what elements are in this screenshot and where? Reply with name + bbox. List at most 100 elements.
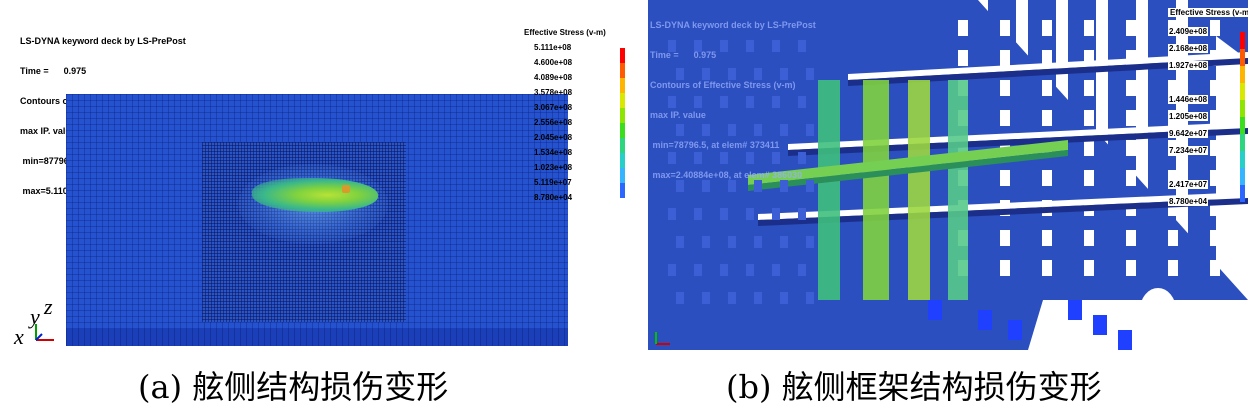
legend-swatch [1240, 151, 1245, 168]
legend-swatch [620, 93, 625, 108]
legend-value: 2.045e+08 [534, 133, 573, 142]
lightening-hole [1042, 20, 1052, 36]
damaged-frame [863, 80, 889, 300]
header-line: max=2.40884e+08, at elem# 386030 [650, 170, 803, 180]
legend-value: 2.168e+08 [1168, 44, 1209, 53]
lightening-hole [1168, 80, 1178, 96]
lightening-hole [1084, 110, 1094, 126]
lightening-hole [1126, 50, 1136, 66]
axis-triad-b [648, 326, 688, 350]
hull-cutout [728, 180, 736, 192]
hull-cutout [754, 180, 762, 192]
hull-cutout [702, 180, 710, 192]
lightening-hole [1126, 230, 1136, 246]
header-line: max IP. value [20, 126, 76, 136]
axis-x-label: x [14, 324, 24, 349]
legend-swatch [1240, 49, 1245, 66]
lightening-hole [1042, 110, 1052, 126]
hull-cutout [668, 40, 676, 52]
hull-cutout [728, 124, 736, 136]
legend-swatch [1240, 134, 1245, 151]
lightening-hole [1000, 260, 1010, 276]
hull-cutout [746, 40, 754, 52]
header-line: max IP. value [650, 110, 706, 120]
damaged-deck [748, 140, 1068, 185]
axis-triad-icon [655, 332, 670, 345]
lightening-hole [1210, 80, 1220, 96]
legend-value: 3.067e+08 [534, 103, 573, 112]
stringer-edge [848, 58, 1248, 86]
hull-cutout [780, 292, 788, 304]
lightening-hole [1000, 80, 1010, 96]
legend-value: 7.234e+07 [1168, 146, 1209, 155]
hull-cutout [702, 292, 710, 304]
hull-cutout [668, 152, 676, 164]
panel-b-header: LS-DYNA keyword deck by LS-PrePost Time … [650, 0, 816, 200]
lightening-hole [1210, 140, 1220, 156]
hull-cutout [668, 208, 676, 220]
legend-swatch [1240, 83, 1245, 100]
lightening-hole [1084, 80, 1094, 96]
legend-value: 2.417e+07 [1168, 180, 1209, 189]
bottom-panel [1093, 315, 1107, 335]
legend-value: 9.642e+07 [1168, 129, 1209, 138]
legend-swatch [620, 153, 625, 168]
lightening-hole [1042, 80, 1052, 96]
hull-cutout [798, 152, 806, 164]
stress-legend-a: Effective Stress (v-m) 5.111e+08 4.600e+0… [524, 28, 634, 202]
hull-cutout [772, 208, 780, 220]
legend-value: 5.111e+08 [534, 43, 572, 52]
lightening-hole [1168, 200, 1178, 216]
hull-cutout [668, 264, 676, 276]
lightening-hole [1000, 50, 1010, 66]
hull-cutout [754, 236, 762, 248]
hull-cutout [676, 68, 684, 80]
hull-cutout [780, 124, 788, 136]
bottom-panel [1118, 330, 1132, 350]
legend-swatch [620, 78, 625, 93]
legend-value: 1.023e+08 [534, 163, 573, 172]
hull-cutout [720, 152, 728, 164]
caption-b: (b) 舷侧框架结构损伤变形 [726, 368, 1102, 406]
axis-triad-a: x y z [14, 294, 74, 350]
legend-swatch [620, 63, 625, 78]
legend-value: 5.119e+07 [534, 178, 572, 187]
legend-swatch [620, 183, 625, 198]
lightening-hole [1210, 260, 1220, 276]
hull-cutout [772, 264, 780, 276]
hull-cutout [702, 124, 710, 136]
hull-cutout [746, 264, 754, 276]
legend-swatch [620, 48, 625, 63]
lightening-hole [1126, 140, 1136, 156]
circular-opening [1140, 288, 1176, 332]
frame-structure-drawing [668, 0, 1248, 350]
lightening-hole [1210, 200, 1220, 216]
legend-value: 1.446e+08 [1168, 95, 1209, 104]
lightening-hole [1210, 170, 1220, 186]
legend-value: 8.780e+04 [1168, 197, 1209, 206]
lightening-hole [1084, 260, 1094, 276]
damaged-deck-edge [748, 150, 1068, 191]
damaged-frame [948, 80, 968, 300]
hull-cutout [720, 96, 728, 108]
hull-cutout [806, 68, 814, 80]
bottom-panel [1068, 300, 1082, 320]
hull-cutout [798, 264, 806, 276]
lightening-hole [1084, 20, 1094, 36]
legend-value: 1.534e+08 [534, 148, 573, 157]
legend-swatch [620, 138, 625, 153]
hull-cutout [754, 124, 762, 136]
stringer-deck [788, 122, 1248, 150]
hull-cutout [702, 68, 710, 80]
hull-cutout [798, 96, 806, 108]
legend-swatch [1240, 66, 1245, 83]
lightening-hole [1210, 110, 1220, 126]
legend-value: 4.600e+08 [534, 58, 573, 67]
legend-swatch [1240, 117, 1245, 134]
header-line: Time = 0.975 [650, 50, 717, 60]
lightening-hole [1168, 230, 1178, 246]
bottom-panel [928, 300, 942, 320]
legend-swatch [620, 108, 625, 123]
lightening-hole [1000, 20, 1010, 36]
hull-cutout [806, 236, 814, 248]
